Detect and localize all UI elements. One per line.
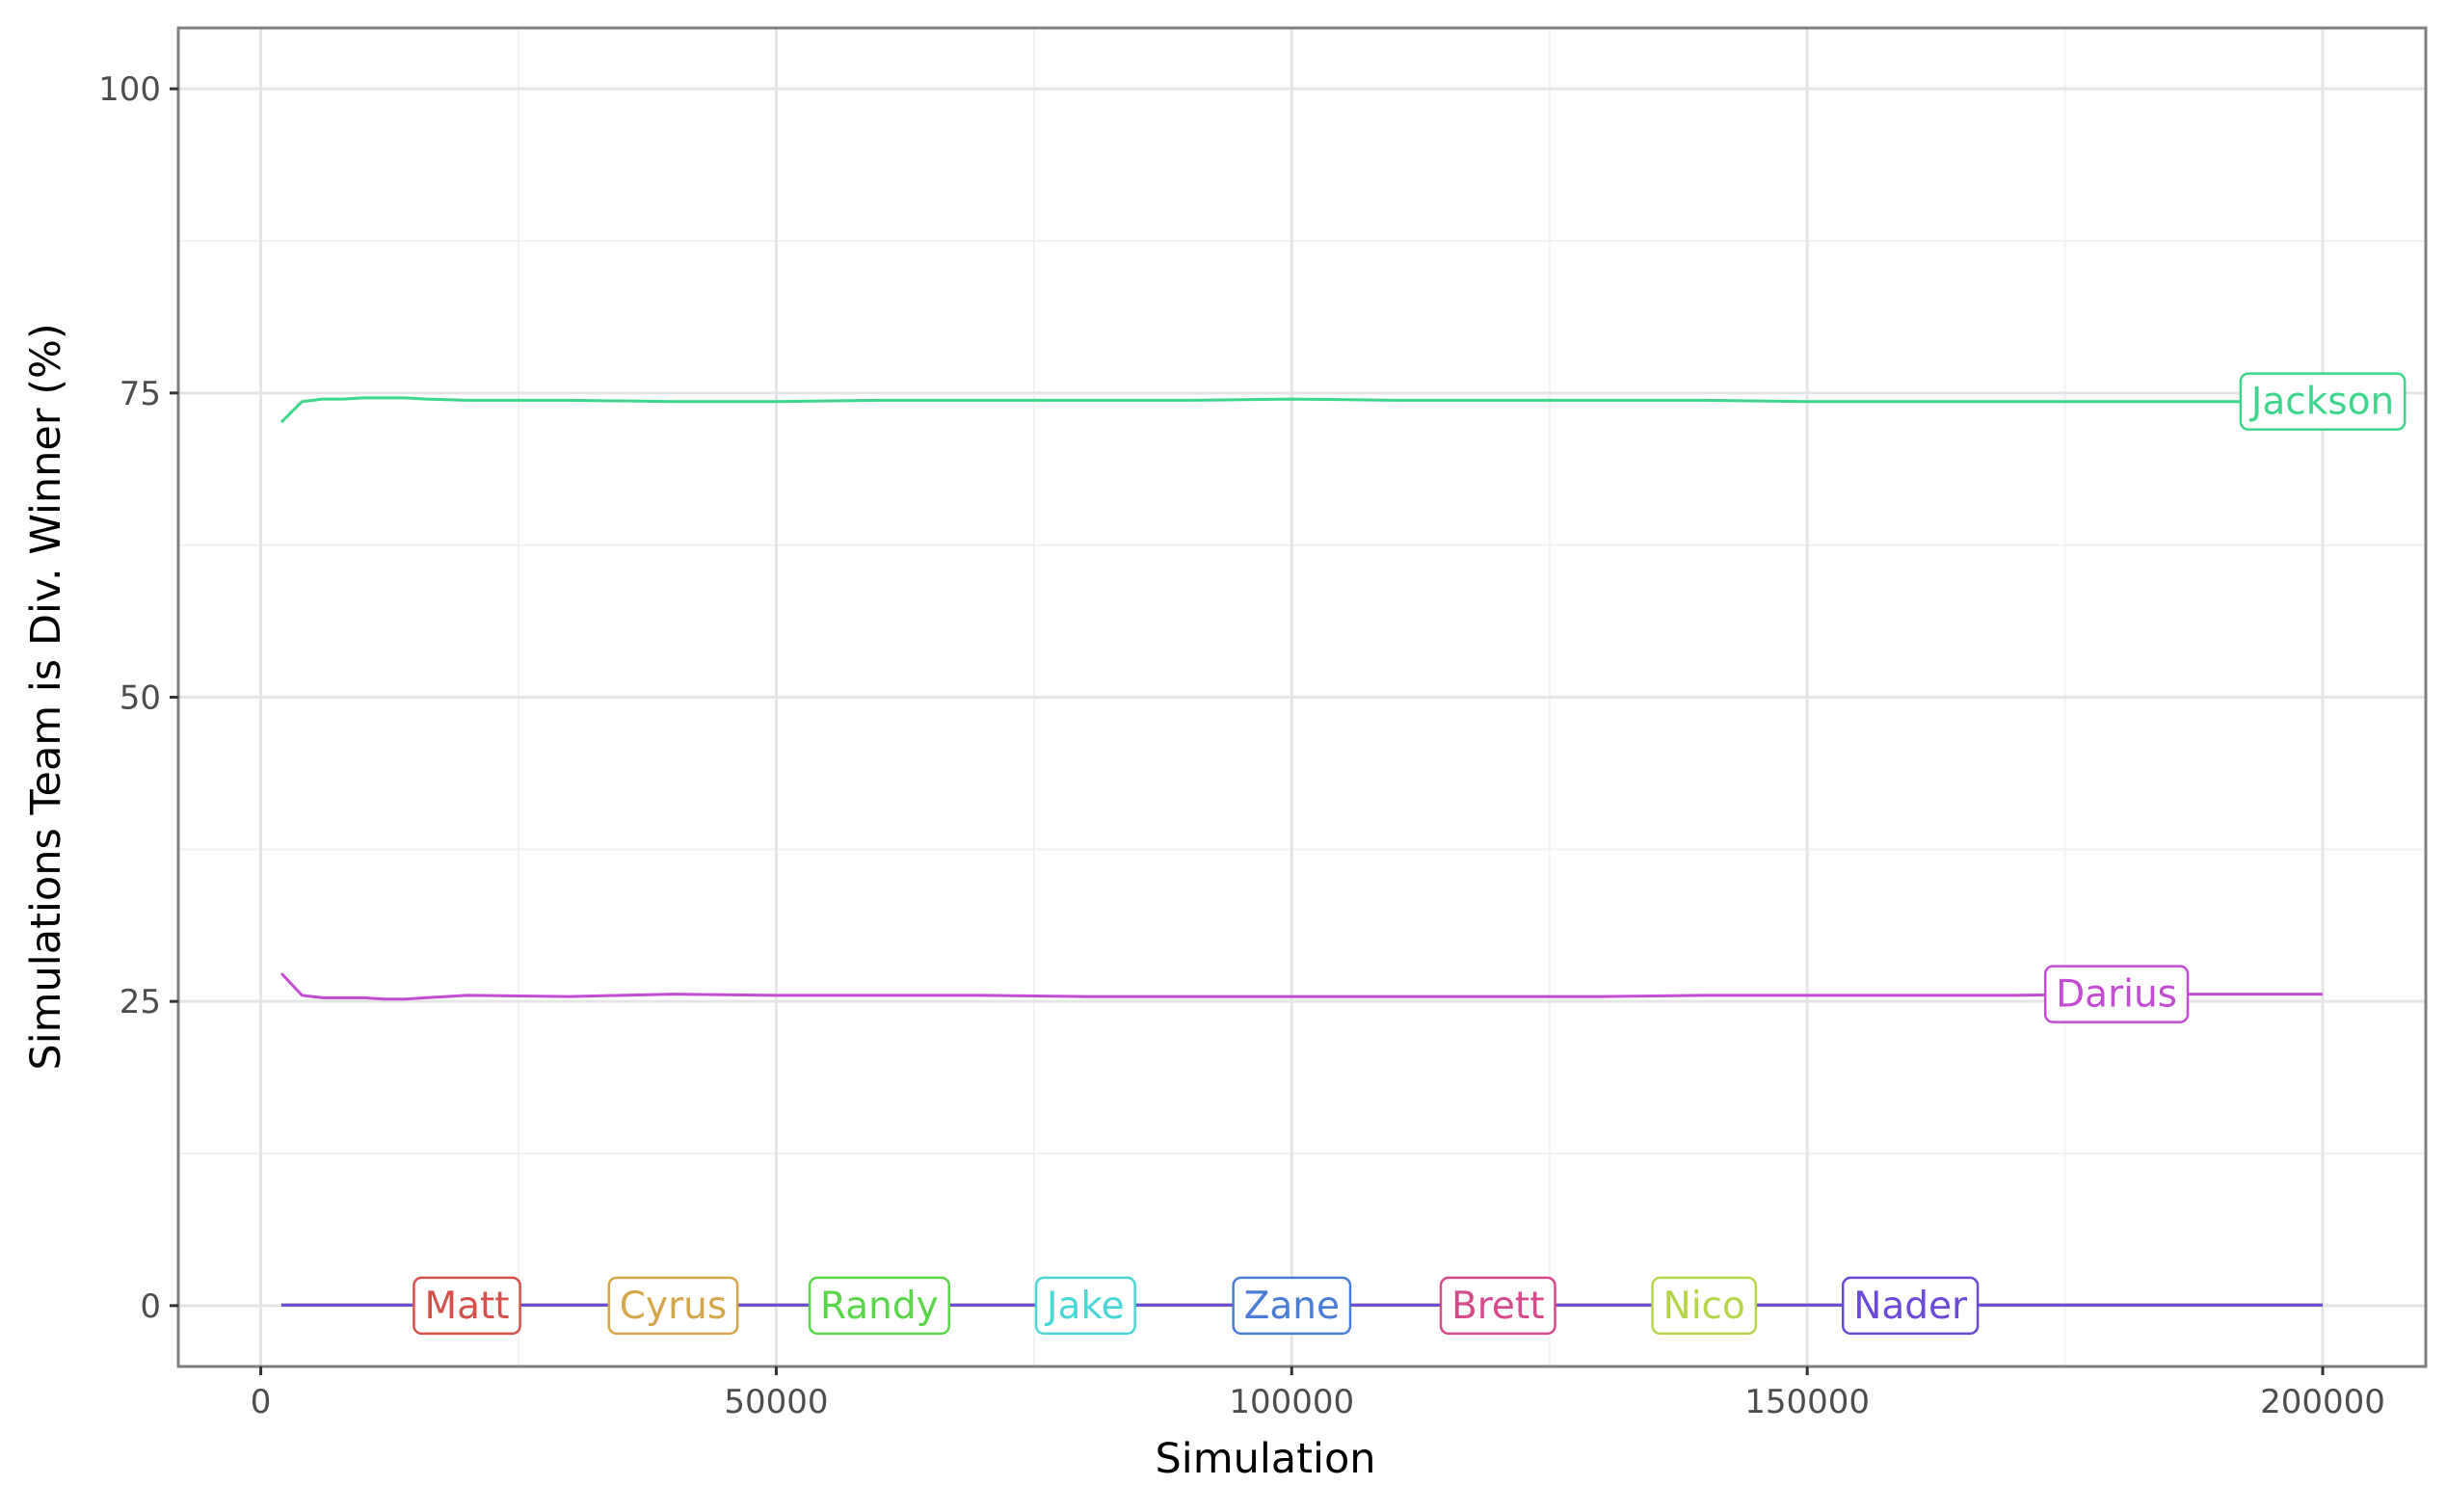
x-tick-label: 200000 [2260, 1383, 2385, 1421]
series-label-nico: Nico [1651, 1276, 1758, 1336]
series-label-text: Nader [1853, 1285, 1968, 1328]
series-label-box [1232, 1276, 1352, 1336]
series-label-nader: Nader [1841, 1276, 1980, 1336]
y-axis-title: Simulations Team is Div. Winner (%) [22, 323, 70, 1070]
series-label-text: Jake [1044, 1285, 1125, 1328]
series-label-darius: Darius [2043, 965, 2190, 1023]
series-label-jake: Jake [1034, 1276, 1136, 1336]
series-label-text: Nico [1663, 1285, 1745, 1328]
series-label-box [412, 1276, 521, 1336]
x-tick-label: 0 [251, 1383, 272, 1421]
series-label-jackson: Jackson [2239, 372, 2407, 431]
series-line-darius [279, 972, 2323, 1001]
series-label-text: Brett [1451, 1285, 1545, 1328]
series-label-box [2239, 372, 2407, 431]
x-tick-label: 150000 [1744, 1383, 1870, 1421]
series-label-text: Jackson [2248, 381, 2394, 424]
series-label-brett: Brett [1439, 1276, 1556, 1336]
series-label-box [607, 1276, 739, 1336]
series-label-box [1841, 1276, 1980, 1336]
y-tick-label: 50 [120, 679, 161, 718]
series-label-text: Matt [424, 1285, 509, 1328]
y-tick-label: 100 [98, 70, 161, 109]
series-label-box [1651, 1276, 1758, 1336]
major-gridlines [178, 28, 2426, 1366]
x-axis-title: Simulation [1155, 1435, 1375, 1483]
series-label-box [2043, 965, 2190, 1023]
y-axis: 0 25 50 75 100 [98, 70, 178, 1326]
series-label-box [1439, 1276, 1556, 1336]
series-label-text: Darius [2056, 973, 2177, 1017]
series-line-jackson [279, 396, 2323, 424]
series-label-matt: Matt [412, 1276, 521, 1336]
series-label-zane: Zane [1232, 1276, 1352, 1336]
y-tick-label: 0 [140, 1287, 161, 1326]
y-tick-label: 25 [120, 983, 161, 1021]
x-tick-label: 50000 [724, 1383, 828, 1421]
series-label-box [808, 1276, 951, 1336]
series-label-cyrus: Cyrus [607, 1276, 739, 1336]
x-tick-label: 100000 [1229, 1383, 1354, 1421]
x-axis: 0 50000 100000 150000 200000 [251, 1366, 2385, 1421]
series-label-text: Cyrus [620, 1285, 727, 1328]
series-labels: Jackson Darius Matt Cyrus Randy Jake Zane Brett… [412, 372, 2407, 1336]
series-label-randy: Randy [808, 1276, 951, 1336]
series-label-text: Randy [820, 1285, 939, 1328]
series-label-text: Zane [1244, 1285, 1340, 1328]
y-tick-label: 75 [120, 375, 161, 413]
series-label-box [1034, 1276, 1136, 1336]
